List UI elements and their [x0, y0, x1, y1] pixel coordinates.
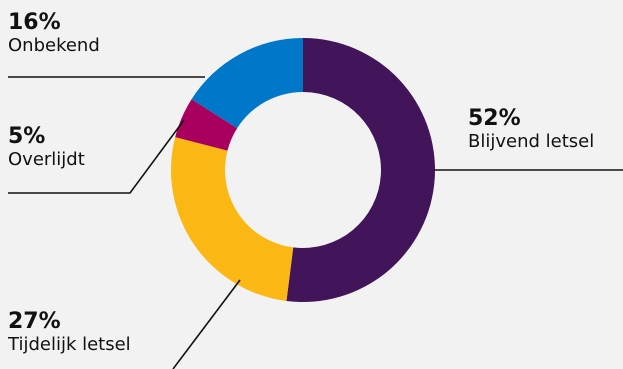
slice-onbekend	[191, 37, 303, 129]
label-tijdelijk-letsel: 27% Tijdelijk letsel	[8, 309, 131, 356]
value-label-tijdelijk-letsel: 27%	[8, 309, 61, 334]
label-overlijdt: 5% Overlijdt	[8, 124, 85, 171]
slice-overlijdt	[175, 99, 238, 151]
label-onbekend: 16% Onbekend	[8, 10, 100, 57]
leader-line-tijdelijk	[172, 279, 241, 369]
label-blijvend-letsel: 52% Blijvend letsel	[468, 106, 594, 153]
value-label-onbekend: 16%	[8, 10, 61, 35]
slice-tijdelijk-letsel	[170, 137, 294, 301]
leader-line-overlijdt	[8, 119, 185, 194]
slice-blijvend-letsel	[286, 38, 435, 302]
category-label-tijdelijk-letsel: Tijdelijk letsel	[8, 334, 131, 355]
category-label-blijvend-letsel: Blijvend letsel	[468, 131, 595, 152]
value-label-overlijdt: 5%	[8, 124, 46, 149]
value-label-blijvend-letsel: 52%	[468, 106, 521, 131]
category-label-overlijdt: Overlijdt	[8, 149, 85, 170]
category-label-onbekend: Onbekend	[8, 35, 100, 56]
